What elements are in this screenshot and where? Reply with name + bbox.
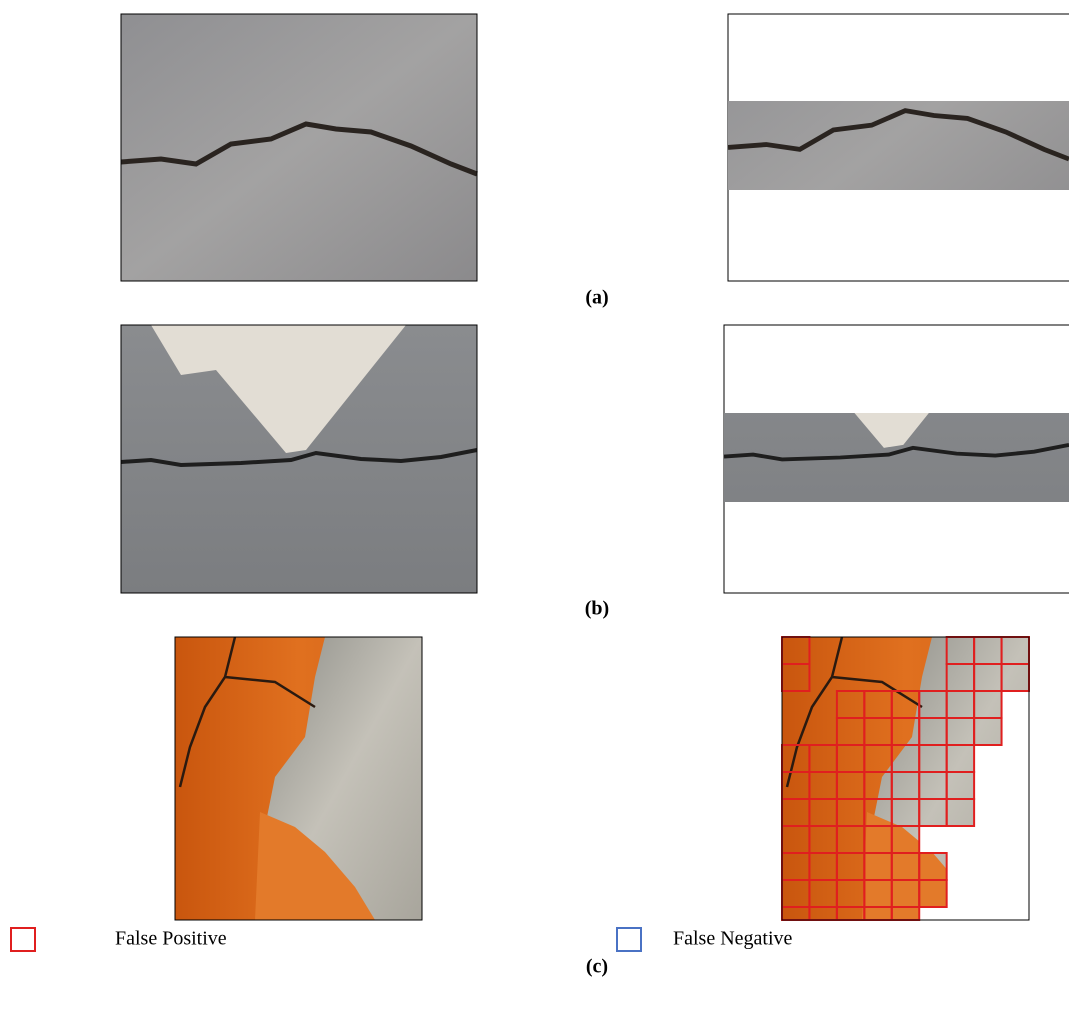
masked-photo bbox=[728, 4, 1069, 281]
photo bbox=[121, 14, 477, 281]
panel-label: (b) bbox=[585, 598, 609, 620]
photo bbox=[175, 637, 422, 920]
panel-label: (a) bbox=[585, 287, 608, 309]
legend-swatch bbox=[11, 928, 35, 951]
photo bbox=[121, 325, 477, 593]
masked-photo bbox=[724, 324, 1069, 593]
legend-label: False Negative bbox=[673, 928, 793, 950]
legend-swatch bbox=[617, 928, 641, 951]
legend: False Positive False Negative bbox=[11, 928, 793, 951]
figure: (a) (b) False Positive False Negative (c) bbox=[0, 0, 1069, 1014]
panel-label: (c) bbox=[586, 956, 608, 978]
legend-label: False Positive bbox=[115, 928, 227, 950]
detection-photo bbox=[782, 637, 1029, 920]
